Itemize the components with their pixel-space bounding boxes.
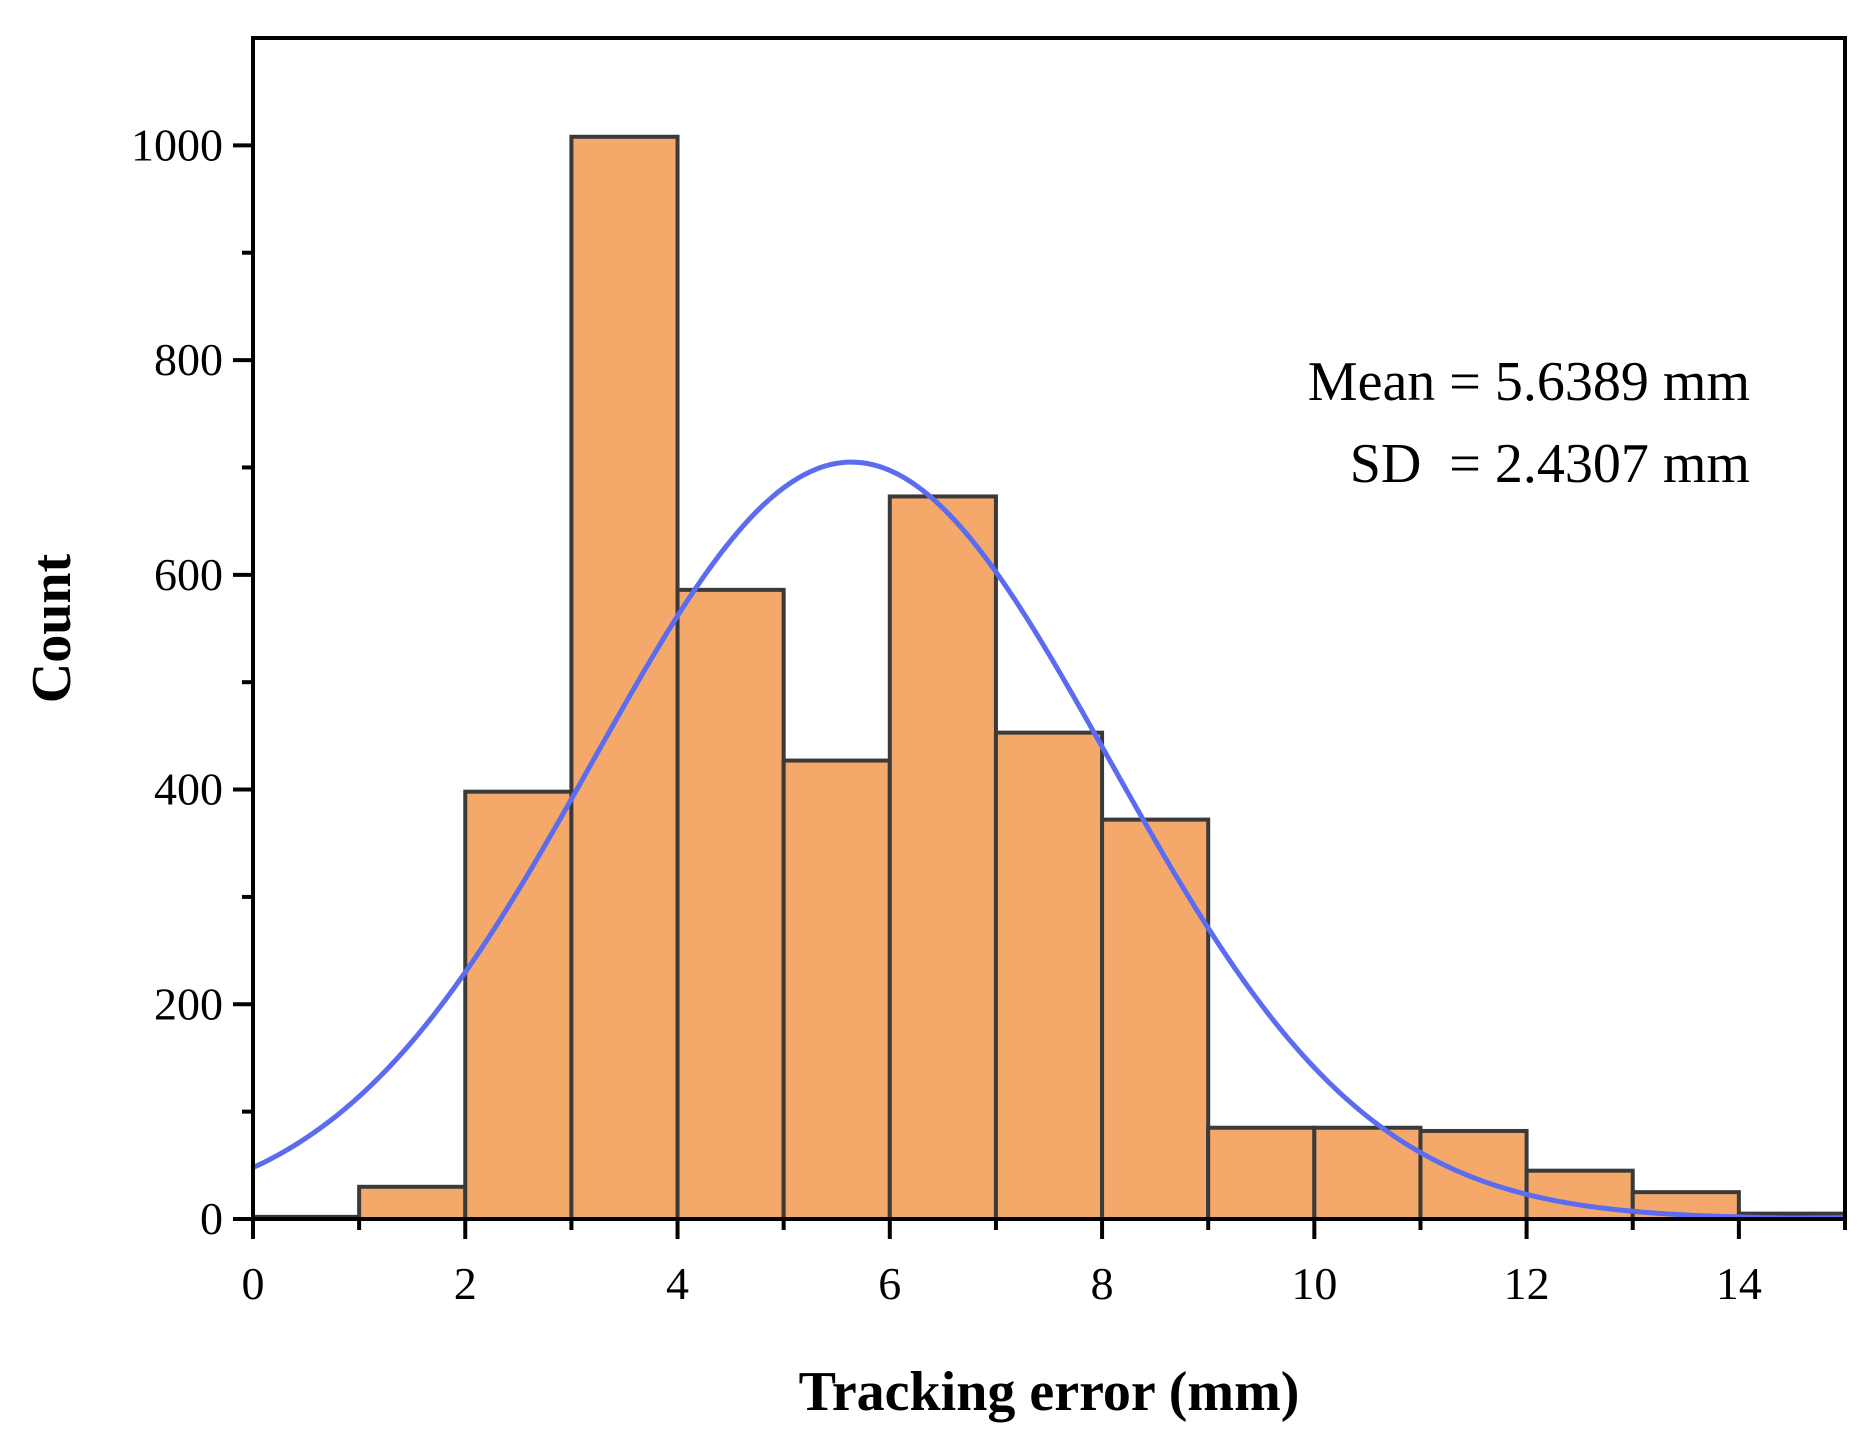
x-tick-label-4: 4 [666, 1258, 689, 1309]
mean-annotation: Mean = 5.6389 mm [1308, 351, 1750, 413]
x-tick-label-6: 6 [878, 1258, 901, 1309]
y-tick-label-800: 800 [154, 334, 223, 385]
plot-frame [251, 36, 1847, 1221]
x-tick-label-8: 8 [1091, 1258, 1114, 1309]
x-tick-label-0: 0 [242, 1258, 265, 1309]
sd-annotation: SD = 2.4307 mm [1350, 433, 1750, 495]
normal-fit-curve [251, 459, 1846, 1222]
y-tick-label-1000: 1000 [131, 119, 223, 170]
histogram-bar-6 [887, 494, 998, 1221]
histogram-bar-5 [781, 758, 892, 1221]
y-tick-label-200: 200 [154, 978, 223, 1029]
histogram-bar-3 [569, 134, 680, 1222]
histogram-bars [251, 134, 1848, 1222]
y-axis-title: Count [21, 553, 83, 703]
x-tick-label-10: 10 [1291, 1258, 1337, 1309]
x-tick-label-14: 14 [1716, 1258, 1762, 1309]
x-axis-title: Tracking error (mm) [799, 1361, 1300, 1423]
x-tick-label-12: 12 [1504, 1258, 1550, 1309]
histogram-bar-8 [1100, 817, 1211, 1222]
y-tick-label-600: 600 [154, 549, 223, 600]
y-tick-label-400: 400 [154, 764, 223, 815]
x-axis-ticks: 0 2 4 6 8 10 12 14 [242, 1219, 1847, 1309]
histogram-bar-1 [357, 1184, 468, 1221]
x-tick-label-2: 2 [454, 1258, 477, 1309]
histogram-bar-9 [1206, 1125, 1317, 1222]
histogram-bar-7 [993, 730, 1105, 1221]
histogram-bar-4 [675, 587, 786, 1221]
histogram-bar-2 [463, 789, 574, 1222]
y-tick-label-0: 0 [200, 1193, 223, 1244]
y-axis-ticks: 0 200 400 600 800 1000 [131, 119, 253, 1244]
